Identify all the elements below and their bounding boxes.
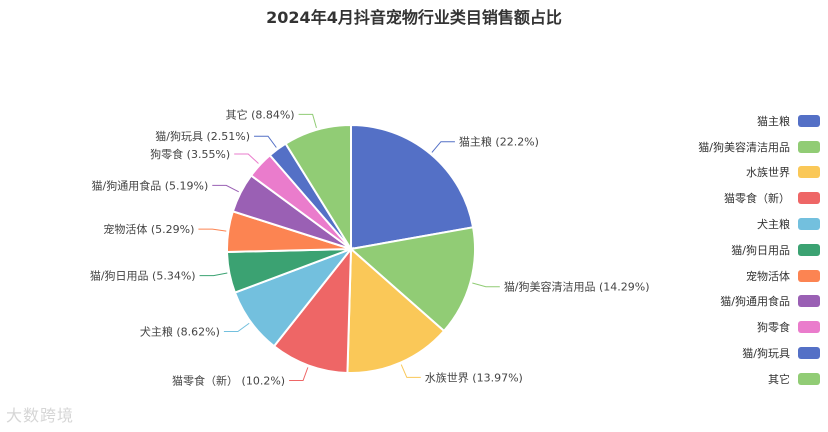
legend-swatch bbox=[798, 114, 820, 127]
legend-swatch bbox=[798, 218, 820, 231]
leader-line-1 bbox=[472, 282, 500, 288]
legend-swatch bbox=[798, 372, 820, 385]
pie-slice-1 bbox=[348, 226, 476, 333]
leader-line-7 bbox=[212, 184, 239, 193]
pie-slice-10 bbox=[284, 123, 352, 253]
leader-line-10 bbox=[298, 113, 317, 128]
slice-label-6: 宠物活体 (5.29%) bbox=[103, 222, 194, 236]
legend-swatch bbox=[798, 347, 820, 360]
leader-line-5 bbox=[199, 272, 228, 277]
legend-label: 猫/狗玩具 bbox=[742, 347, 790, 361]
legend-item-10[interactable]: 其它 bbox=[620, 366, 820, 392]
slice-label-7: 猫/狗通用食品 (5.19%) bbox=[92, 178, 209, 192]
legend-swatch bbox=[798, 295, 820, 308]
legend-label: 其它 bbox=[768, 372, 790, 386]
legend-item-7[interactable]: 猫/狗通用食品 bbox=[620, 289, 820, 315]
legend-item-6[interactable]: 宠物活体 bbox=[620, 263, 820, 289]
slice-label-0: 猫主粮 (22.2%) bbox=[459, 135, 539, 149]
legend-item-3[interactable]: 猫零食（新） bbox=[620, 185, 820, 211]
legend-item-5[interactable]: 猫/狗日用品 bbox=[620, 237, 820, 263]
pie-slice-0 bbox=[350, 123, 475, 251]
legend-label: 猫零食（新） bbox=[724, 192, 790, 206]
slice-label-10: 其它 (8.84%) bbox=[226, 107, 295, 121]
legend-swatch bbox=[798, 166, 820, 179]
legend-swatch bbox=[798, 269, 820, 282]
legend-label: 猫/狗美容清洁用品 bbox=[698, 140, 790, 154]
legend-label: 猫主粮 bbox=[757, 114, 790, 128]
legend-label: 宠物活体 bbox=[746, 269, 790, 283]
leader-line-3 bbox=[289, 367, 309, 382]
pie-slice-2 bbox=[346, 246, 446, 374]
legend-swatch bbox=[798, 321, 820, 334]
slice-label-9: 猫/狗玩具 (2.51%) bbox=[155, 130, 250, 143]
leader-line-9 bbox=[254, 135, 277, 148]
watermark: 大数跨境 bbox=[6, 406, 75, 425]
legend-item-4[interactable]: 犬主粮 bbox=[620, 211, 820, 237]
legend-swatch bbox=[798, 192, 820, 205]
leader-line-4 bbox=[223, 322, 250, 333]
slice-label-8: 狗零食 (3.55%) bbox=[150, 147, 230, 161]
chart-legend: 猫主粮猫/狗美容清洁用品水族世界猫零食（新） 犬主粮猫/狗日用品宠物活体猫/狗通用… bbox=[620, 108, 820, 392]
legend-label: 狗零食 bbox=[757, 321, 790, 335]
legend-label: 猫/狗通用食品 bbox=[720, 295, 790, 309]
slice-label-5: 猫/狗日用品 (5.34%) bbox=[90, 270, 196, 283]
legend-label: 犬主粮 bbox=[757, 218, 790, 232]
legend-swatch bbox=[798, 140, 820, 153]
legend-label: 水族世界 bbox=[746, 166, 790, 180]
slice-label-4: 犬主粮 (8.62%) bbox=[140, 325, 220, 339]
leader-line-2 bbox=[400, 364, 421, 378]
leader-line-6 bbox=[198, 228, 227, 232]
slice-label-1: 猫/狗美容清洁用品 (14.29%) bbox=[504, 280, 650, 294]
legend-swatch bbox=[798, 243, 820, 256]
legend-item-9[interactable]: 猫/狗玩具 bbox=[620, 340, 820, 366]
slice-label-3: 猫零食（新） (10.2%) bbox=[172, 374, 285, 388]
slice-label-2: 水族世界 (13.97%) bbox=[425, 370, 523, 384]
chart-title: 2024年4月抖音宠物行业类目销售额占比 bbox=[266, 8, 562, 27]
legend-label: 猫/狗日用品 bbox=[731, 243, 790, 257]
leader-line-0 bbox=[431, 141, 455, 153]
pie-slice-3 bbox=[272, 246, 353, 374]
leader-line-8 bbox=[234, 153, 259, 164]
legend-item-2[interactable]: 水族世界 bbox=[620, 160, 820, 186]
legend-item-0[interactable]: 猫主粮 bbox=[620, 108, 820, 134]
legend-item-8[interactable]: 狗零食 bbox=[620, 314, 820, 340]
legend-item-1[interactable]: 猫/狗美容清洁用品 bbox=[620, 134, 820, 160]
